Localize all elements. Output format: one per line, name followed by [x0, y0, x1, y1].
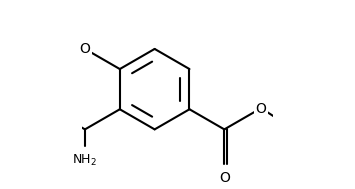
Text: NH$_2$: NH$_2$	[72, 153, 98, 168]
Text: O: O	[80, 42, 91, 56]
Text: O: O	[219, 171, 230, 185]
Text: O: O	[256, 102, 266, 116]
